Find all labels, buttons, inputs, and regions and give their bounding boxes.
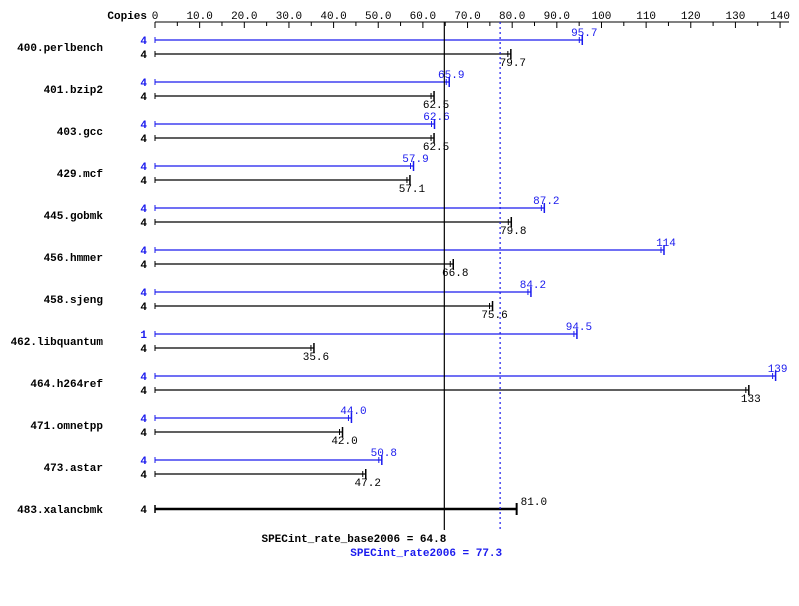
x-tick-label: 80.0 xyxy=(499,11,525,23)
copies-value: 4 xyxy=(140,120,147,132)
x-tick-label: 10.0 xyxy=(186,11,212,23)
copies-value: 4 xyxy=(140,505,147,517)
x-tick-label: 100 xyxy=(592,11,612,23)
bar-value-label: 57.9 xyxy=(402,154,428,166)
bar-value-label: 133 xyxy=(741,394,761,406)
bar-value-label: 57.1 xyxy=(399,184,426,196)
bar-value-label: 65.9 xyxy=(438,70,464,82)
x-tick-label: 60.0 xyxy=(410,11,436,23)
copies-value: 4 xyxy=(140,50,147,62)
copies-value: 4 xyxy=(140,344,147,356)
bar-value-label: 66.8 xyxy=(442,268,468,280)
copies-value: 4 xyxy=(140,470,147,482)
copies-value: 4 xyxy=(140,218,147,230)
benchmark-name: 400.perlbench xyxy=(17,43,103,55)
benchmark-name: 458.sjeng xyxy=(44,295,103,307)
copies-value: 4 xyxy=(140,134,147,146)
bar-value-label: 50.8 xyxy=(371,448,397,460)
benchmark-name: 401.bzip2 xyxy=(44,85,103,97)
benchmark-name: 456.hmmer xyxy=(44,253,103,265)
x-tick-label: 50.0 xyxy=(365,11,391,23)
bar-value-label: 42.0 xyxy=(331,436,357,448)
copies-value: 4 xyxy=(140,162,147,174)
copies-value: 4 xyxy=(140,456,147,468)
x-tick-label: 0 xyxy=(152,11,159,23)
reference-line-label: SPECint_rate2006 = 77.3 xyxy=(350,548,502,560)
x-tick-label: 30.0 xyxy=(276,11,302,23)
benchmark-name: 473.astar xyxy=(44,463,103,475)
benchmark-name: 483.xalancbmk xyxy=(17,505,103,517)
copies-value: 4 xyxy=(140,386,147,398)
benchmark-name: 464.h264ref xyxy=(30,379,103,391)
bar-value-label: 84.2 xyxy=(520,280,546,292)
x-tick-label: 70.0 xyxy=(454,11,480,23)
benchmark-name: 471.omnetpp xyxy=(30,421,103,433)
copies-value: 4 xyxy=(140,302,147,314)
benchmark-name: 429.mcf xyxy=(57,169,104,181)
bar-value-label: 62.5 xyxy=(423,100,449,112)
x-tick-label: 110 xyxy=(636,11,656,23)
bar-value-label: 47.2 xyxy=(355,478,381,490)
copies-value: 4 xyxy=(140,92,147,104)
bar-value-label: 79.8 xyxy=(500,226,526,238)
copies-value: 4 xyxy=(140,36,147,48)
bar-value-label: 95.7 xyxy=(571,28,597,40)
bar-value-label: 44.0 xyxy=(340,406,366,418)
copies-value: 1 xyxy=(140,330,147,342)
bar-value-label: 114 xyxy=(656,238,676,250)
copies-value: 4 xyxy=(140,78,147,90)
bar-value-label: 139 xyxy=(768,364,788,376)
copies-value: 4 xyxy=(140,204,147,216)
x-tick-label: 20.0 xyxy=(231,11,257,23)
bar-value-label: 62.6 xyxy=(423,112,449,124)
x-tick-label: 40.0 xyxy=(320,11,346,23)
copies-value: 4 xyxy=(140,246,147,258)
spec-chart: 0 10.0 20.0 30.0 40.0 50.0 60.0 70.0 80.0 90.0 100… xyxy=(0,0,799,606)
bar-value-label: 62.5 xyxy=(423,142,449,154)
benchmark-name: 403.gcc xyxy=(57,127,103,139)
bar-value-label: 81.0 xyxy=(521,497,547,509)
copies-value: 4 xyxy=(140,288,147,300)
copies-value: 4 xyxy=(140,372,147,384)
x-tick-label: 130 xyxy=(726,11,746,23)
bar-value-label: 79.7 xyxy=(500,58,526,70)
x-tick-label: 120 xyxy=(681,11,701,23)
copies-value: 4 xyxy=(140,414,147,426)
copies-value: 4 xyxy=(140,428,147,440)
copies-value: 4 xyxy=(140,176,147,188)
reference-line-label: SPECint_rate_base2006 = 64.8 xyxy=(261,534,446,546)
x-tick-label: 140 xyxy=(770,11,790,23)
bar-value-label: 35.6 xyxy=(303,352,329,364)
copies-value: 4 xyxy=(140,260,147,272)
benchmark-name: 462.libquantum xyxy=(11,337,104,349)
copies-header: Copies xyxy=(107,11,147,23)
bar-value-label: 87.2 xyxy=(533,196,559,208)
x-tick-label: 90.0 xyxy=(544,11,570,23)
benchmark-name: 445.gobmk xyxy=(44,211,104,223)
bar-value-label: 75.6 xyxy=(481,310,507,322)
bar-value-label: 94.5 xyxy=(566,322,592,334)
